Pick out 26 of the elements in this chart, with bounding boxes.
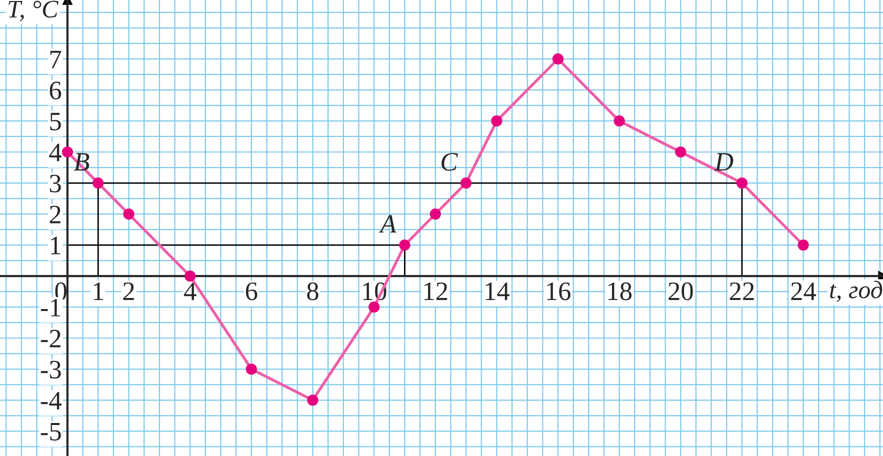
- y-tick-label: 7: [50, 50, 62, 68]
- x-tick-label: 6: [246, 282, 258, 300]
- y-tick-label: 1: [51, 236, 60, 254]
- y-tick-label: -4: [40, 392, 62, 410]
- x-tick-label: 16: [547, 282, 570, 300]
- y-tick-label: 6: [50, 82, 62, 100]
- x-tick-label: 24: [791, 282, 816, 300]
- y-axis-title: T, °C: [8, 0, 58, 22]
- y-tick-label: 4: [49, 144, 62, 162]
- x-tick-label: 14: [486, 282, 510, 300]
- x-tick-label: 8: [307, 282, 318, 300]
- y-tick-label: -5: [40, 423, 61, 441]
- x-tick-label: 22: [730, 282, 754, 300]
- y-tick-label: 5: [50, 112, 61, 130]
- x-tick-label: 12: [424, 282, 448, 300]
- y-tick-label: 3: [50, 174, 61, 192]
- y-tick-label: -3: [40, 360, 61, 379]
- x-tick-label: 20: [668, 282, 693, 300]
- x-tick-label: 4: [184, 282, 196, 300]
- y-tick-label: 2: [50, 206, 60, 224]
- x-axis-title: t, год: [830, 280, 882, 302]
- y-tick-label: -2: [40, 330, 60, 348]
- x-tick-label: 2: [123, 282, 134, 300]
- x-tick-label: 18: [608, 282, 632, 300]
- y-tick-label: -1: [40, 298, 60, 316]
- x-tick-label: 1: [94, 282, 104, 300]
